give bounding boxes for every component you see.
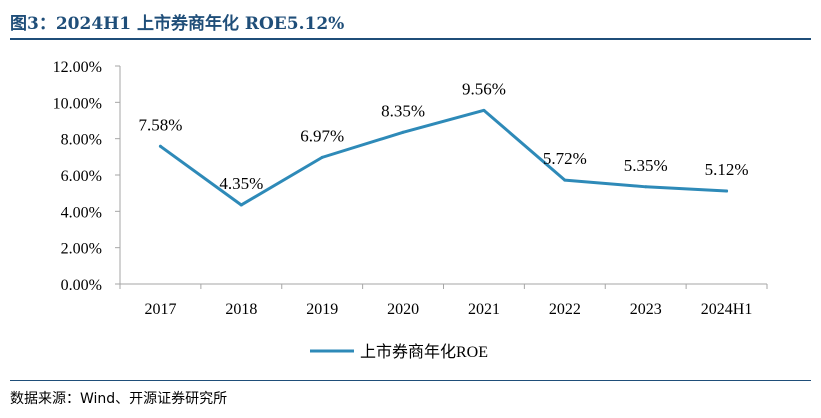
- x-tick-label: 2023: [630, 301, 662, 318]
- data-label: 5.72%: [543, 149, 587, 168]
- roe-data-point: [239, 203, 243, 207]
- data-labels: 7.58% 4.35% 6.97% 8.35% 9.56% 5.72% 5.35% 5.12%: [138, 79, 748, 193]
- y-tick-label: 2.00%: [61, 241, 102, 258]
- legend-label: 上市券商年化ROE: [360, 343, 488, 361]
- y-tick-label: 4.00%: [61, 204, 102, 221]
- legend: 上市券商年化ROE: [310, 343, 488, 361]
- y-tick-label: 8.00%: [61, 132, 102, 149]
- y-tick-label: 10.00%: [53, 95, 102, 112]
- chart-title: 图3：2024H1 上市券商年化 ROE5.12%: [10, 14, 345, 34]
- x-tick-label: 2017: [144, 301, 176, 318]
- data-label: 7.58%: [138, 115, 182, 134]
- line-chart: 0.00% 2.00% 4.00% 6.00% 8.00% 10.00% 12.00% 20…: [53, 59, 768, 361]
- roe-data-point: [482, 108, 486, 112]
- x-tick-label: 2020: [387, 301, 419, 318]
- y-tick-label: 0.00%: [61, 277, 102, 294]
- x-tick-label: 2021: [468, 301, 500, 318]
- roe-data-point: [401, 130, 405, 134]
- y-tick-label: 12.00%: [53, 59, 102, 76]
- x-axis: 2017 2018 2019 2020 2021 2022 2023 2024H1: [119, 283, 768, 318]
- roe-data-point: [644, 185, 648, 189]
- y-tick-label: 6.00%: [61, 168, 102, 185]
- data-label: 4.35%: [219, 174, 263, 193]
- data-label: 8.35%: [381, 101, 425, 120]
- source-rule: [10, 380, 811, 381]
- roe-data-point: [725, 189, 729, 193]
- series-layer: [158, 108, 729, 207]
- roe-series-line: [158, 108, 729, 207]
- x-tick-label: 2019: [306, 301, 338, 318]
- data-label: 5.35%: [624, 156, 668, 175]
- roe-data-point: [563, 178, 567, 182]
- data-label: 9.56%: [462, 79, 506, 98]
- x-tick-label: 2024H1: [701, 301, 753, 318]
- data-label: 5.12%: [705, 160, 749, 179]
- title-rule: [10, 38, 811, 40]
- roe-data-point: [320, 155, 324, 159]
- roe-data-point: [158, 144, 162, 148]
- x-tick-label: 2018: [225, 301, 257, 318]
- x-tick-label: 2022: [549, 301, 581, 318]
- y-axis: 0.00% 2.00% 4.00% 6.00% 8.00% 10.00% 12.00%: [53, 59, 121, 294]
- source-note: 数据来源：Wind、开源证券研究所: [10, 391, 228, 407]
- data-label: 6.97%: [300, 126, 344, 145]
